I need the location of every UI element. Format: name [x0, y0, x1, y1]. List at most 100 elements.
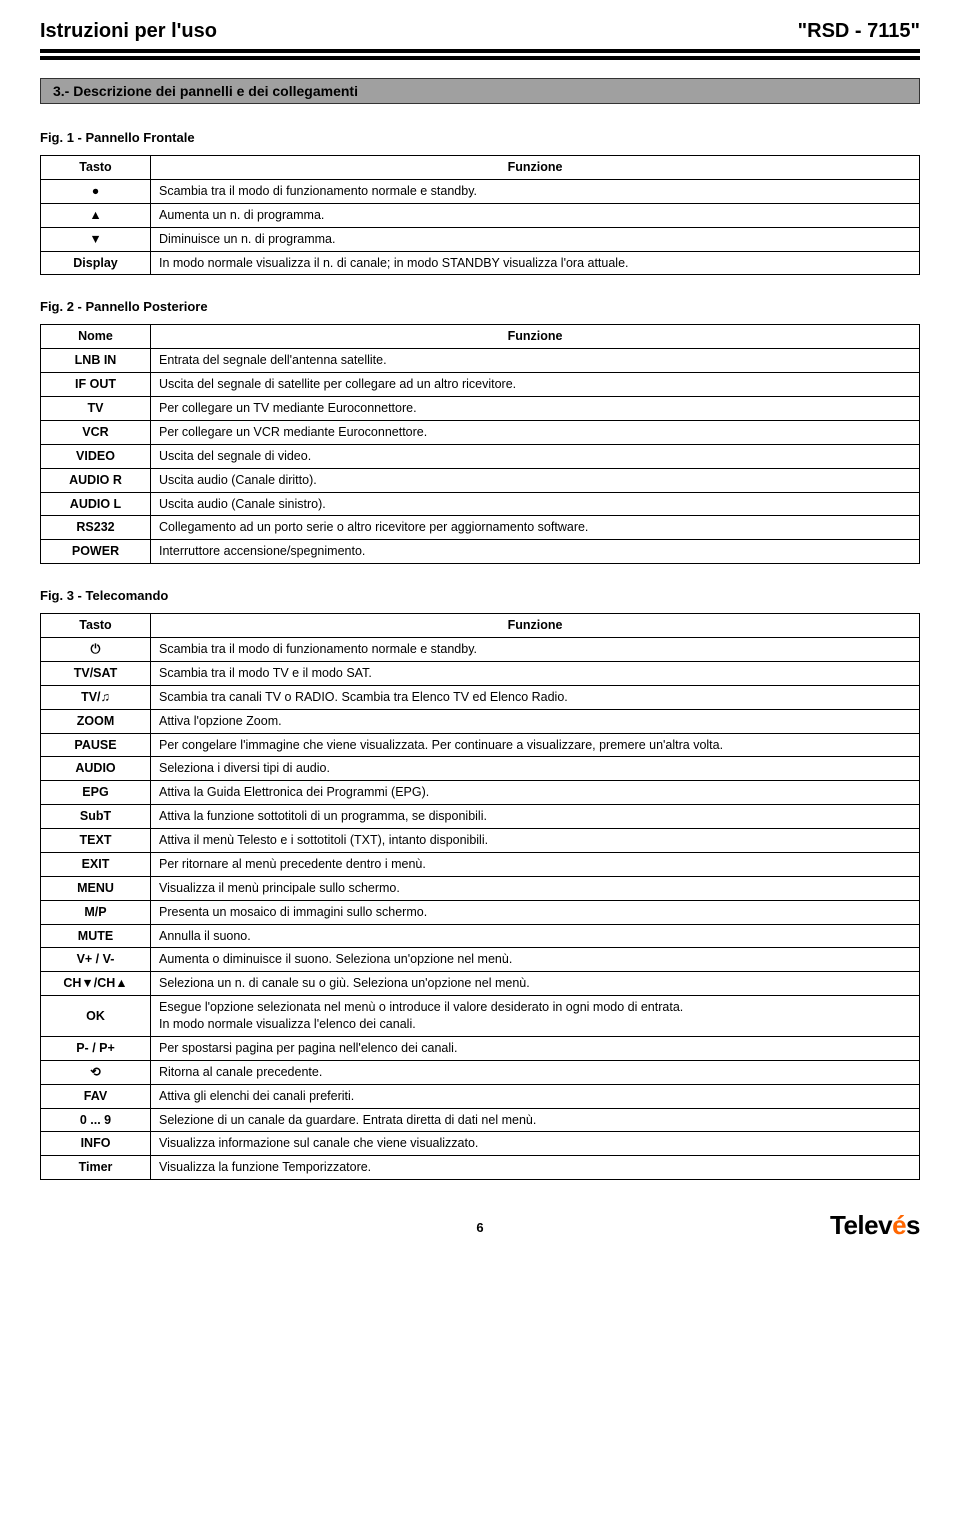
row-value: Per collegare un VCR mediante Euroconnet… [151, 420, 920, 444]
table-row: TV/♫Scambia tra canali TV o RADIO. Scamb… [41, 685, 920, 709]
logo-part2: s [906, 1210, 920, 1240]
table-row: MUTEAnnulla il suono. [41, 924, 920, 948]
row-key: ⏻ [41, 638, 151, 662]
row-value: Attiva la Guida Elettronica dei Programm… [151, 781, 920, 805]
fig2-col2: Funzione [151, 325, 920, 349]
table-row: ⟲Ritorna al canale precedente. [41, 1060, 920, 1084]
table-row: IF OUTUscita del segnale di satellite pe… [41, 373, 920, 397]
page-number: 6 [476, 1220, 483, 1235]
row-key: Timer [41, 1156, 151, 1180]
table-row: SubTAttiva la funzione sottotitoli di un… [41, 805, 920, 829]
row-key: SubT [41, 805, 151, 829]
table-row: M/PPresenta un mosaico di immagini sullo… [41, 900, 920, 924]
row-key: TV/SAT [41, 661, 151, 685]
table-row: DisplayIn modo normale visualizza il n. … [41, 251, 920, 275]
row-key: TV/♫ [41, 685, 151, 709]
row-value: Per ritornare al menù precedente dentro … [151, 852, 920, 876]
table-header-row: Nome Funzione [41, 325, 920, 349]
logo-accent: é [892, 1210, 906, 1240]
table-row: LNB INEntrata del segnale dell'antenna s… [41, 349, 920, 373]
row-key: VIDEO [41, 444, 151, 468]
table-row: ▼Diminuisce un n. di programma. [41, 227, 920, 251]
logo-part1: Telev [830, 1210, 892, 1240]
brand-logo: Televés [830, 1210, 920, 1241]
fig2-table: Nome Funzione LNB INEntrata del segnale … [40, 324, 920, 564]
table-row: TEXTAttiva il menù Telesto e i sottotito… [41, 829, 920, 853]
table-row: ●Scambia tra il modo di funzionamento no… [41, 179, 920, 203]
row-key: RS232 [41, 516, 151, 540]
row-key: MUTE [41, 924, 151, 948]
row-value: Selezione di un canale da guardare. Entr… [151, 1108, 920, 1132]
fig2-col1: Nome [41, 325, 151, 349]
table-row: P- / P+Per spostarsi pagina per pagina n… [41, 1036, 920, 1060]
fig3-table: Tasto Funzione ⏻Scambia tra il modo di f… [40, 613, 920, 1180]
row-key: AUDIO R [41, 468, 151, 492]
fig1-label: Fig. 1 - Pannello Frontale [40, 130, 920, 145]
row-value: Diminuisce un n. di programma. [151, 227, 920, 251]
table-row: MENUVisualizza il menù principale sullo … [41, 876, 920, 900]
table-row: TVPer collegare un TV mediante Euroconne… [41, 397, 920, 421]
fig3-col1: Tasto [41, 614, 151, 638]
row-key: MENU [41, 876, 151, 900]
table-row: TV/SATScambia tra il modo TV e il modo S… [41, 661, 920, 685]
row-value: Aumenta o diminuisce il suono. Seleziona… [151, 948, 920, 972]
row-key: FAV [41, 1084, 151, 1108]
table-header-row: Tasto Funzione [41, 156, 920, 180]
row-value: Collegamento ad un porto serie o altro r… [151, 516, 920, 540]
row-value: Visualizza informazione sul canale che v… [151, 1132, 920, 1156]
table-row: VCRPer collegare un VCR mediante Eurocon… [41, 420, 920, 444]
row-key: EXIT [41, 852, 151, 876]
header-title-left: Istruzioni per l'uso [40, 20, 217, 43]
row-value: Scambia tra il modo di funzionamento nor… [151, 638, 920, 662]
fig3-col2: Funzione [151, 614, 920, 638]
row-key: AUDIO [41, 757, 151, 781]
row-key: ZOOM [41, 709, 151, 733]
page-header: Istruzioni per l'uso "RSD - 7115" [40, 20, 920, 43]
row-value: Annulla il suono. [151, 924, 920, 948]
row-value: Interruttore accensione/spegnimento. [151, 540, 920, 564]
table-row: ZOOMAttiva l'opzione Zoom. [41, 709, 920, 733]
table-row: EXITPer ritornare al menù precedente den… [41, 852, 920, 876]
row-key: ⟲ [41, 1060, 151, 1084]
row-key: ▼ [41, 227, 151, 251]
row-value: Visualizza la funzione Temporizzatore. [151, 1156, 920, 1180]
row-value: Attiva l'opzione Zoom. [151, 709, 920, 733]
table-row: PAUSEPer congelare l'immagine che viene … [41, 733, 920, 757]
row-key: AUDIO L [41, 492, 151, 516]
header-title-right: "RSD - 7115" [798, 20, 920, 43]
row-key: IF OUT [41, 373, 151, 397]
row-key: ● [41, 179, 151, 203]
row-key: TEXT [41, 829, 151, 853]
row-value: Per spostarsi pagina per pagina nell'ele… [151, 1036, 920, 1060]
row-key: P- / P+ [41, 1036, 151, 1060]
row-value: Seleziona un n. di canale su o giù. Sele… [151, 972, 920, 996]
row-key: Display [41, 251, 151, 275]
table-row: INFOVisualizza informazione sul canale c… [41, 1132, 920, 1156]
row-key: CH▼/CH▲ [41, 972, 151, 996]
row-value: Visualizza il menù principale sullo sche… [151, 876, 920, 900]
row-key: ▲ [41, 203, 151, 227]
table-row: OKEsegue l'opzione selezionata nel menù … [41, 996, 920, 1037]
row-value: Scambia tra il modo TV e il modo SAT. [151, 661, 920, 685]
row-key: EPG [41, 781, 151, 805]
table-row: FAVAttiva gli elenchi dei canali preferi… [41, 1084, 920, 1108]
table-row: AUDIO RUscita audio (Canale diritto). [41, 468, 920, 492]
row-value: Scambia tra canali TV o RADIO. Scambia t… [151, 685, 920, 709]
table-row: AUDIOSeleziona i diversi tipi di audio. [41, 757, 920, 781]
table-row: VIDEOUscita del segnale di video. [41, 444, 920, 468]
fig1-col2: Funzione [151, 156, 920, 180]
section-title: 3.- Descrizione dei pannelli e dei colle… [40, 78, 920, 104]
row-value: Seleziona i diversi tipi di audio. [151, 757, 920, 781]
row-value: Entrata del segnale dell'antenna satelli… [151, 349, 920, 373]
row-value: Uscita audio (Canale diritto). [151, 468, 920, 492]
row-value: Per congelare l'immagine che viene visua… [151, 733, 920, 757]
row-key: OK [41, 996, 151, 1037]
table-row: 0 ... 9Selezione di un canale da guardar… [41, 1108, 920, 1132]
table-row: V+ / V-Aumenta o diminuisce il suono. Se… [41, 948, 920, 972]
row-key: TV [41, 397, 151, 421]
fig3-label: Fig. 3 - Telecomando [40, 588, 920, 603]
row-value: Per collegare un TV mediante Euroconnett… [151, 397, 920, 421]
table-row: ▲Aumenta un n. di programma. [41, 203, 920, 227]
row-value: Uscita del segnale di video. [151, 444, 920, 468]
table-row: AUDIO LUscita audio (Canale sinistro). [41, 492, 920, 516]
